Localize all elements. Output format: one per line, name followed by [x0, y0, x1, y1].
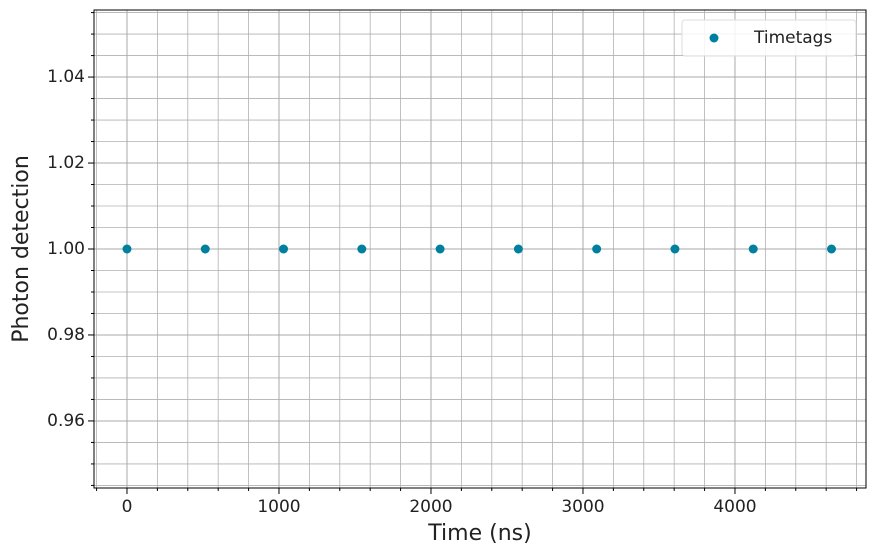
point: [357, 244, 367, 254]
point: [122, 244, 132, 254]
point: [513, 244, 523, 254]
legend-box: [681, 19, 857, 57]
y-tick-label: 1.02: [47, 153, 85, 173]
legend-label: Timetags: [753, 28, 832, 48]
x-tick-label: 4000: [713, 497, 756, 517]
point: [200, 244, 210, 254]
point: [826, 244, 836, 254]
x-tick-label: 2000: [409, 497, 452, 517]
x-tick-label: 0: [122, 497, 133, 517]
y-tick-label: 0.98: [47, 325, 85, 345]
x-tick-label: 1000: [257, 497, 300, 517]
y-tick-label: 1.04: [47, 67, 85, 87]
point: [670, 244, 680, 254]
y-axis-label: Photon detection: [9, 155, 34, 343]
point: [592, 244, 602, 254]
y-tick-label: 1.00: [47, 239, 85, 259]
y-tick-label: 0.96: [47, 411, 85, 431]
point: [748, 244, 758, 254]
point: [435, 244, 445, 254]
legend-marker: [709, 33, 719, 43]
plot-frame: [93, 9, 867, 489]
x-axis-label: Time (ns): [427, 521, 531, 546]
point: [279, 244, 289, 254]
x-tick-label: 3000: [561, 497, 604, 517]
